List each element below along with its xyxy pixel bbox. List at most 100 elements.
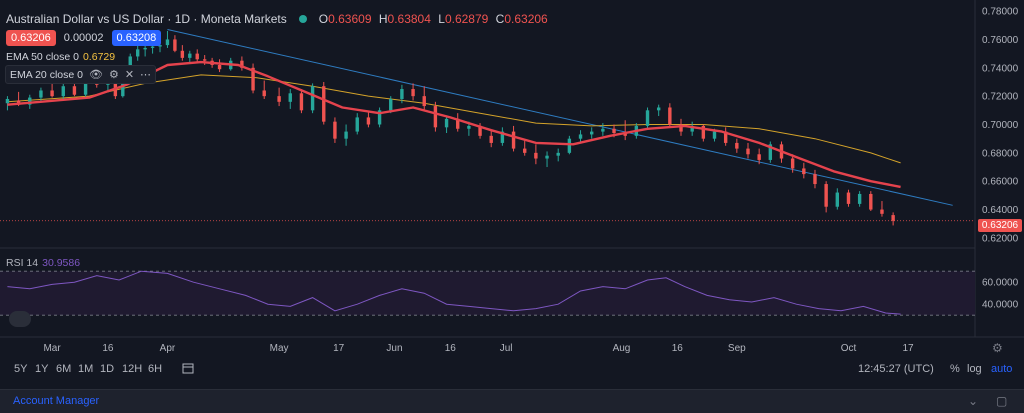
price-tick-label: 0.74000 [982, 63, 1019, 74]
candle-body [523, 148, 527, 153]
candle-body [701, 125, 706, 139]
open-value: 0.63609 [328, 12, 372, 26]
time-tick-label: Apr [160, 343, 176, 354]
ohlc-readout: O0.63609 H0.63804 L0.62879 C0.63206 [319, 12, 552, 26]
spread-value: 0.00002 [63, 32, 104, 44]
candle-body [578, 134, 583, 139]
candle-up [61, 83, 65, 99]
candle-down [489, 130, 493, 148]
chart-settings-icon[interactable]: ⚙ [992, 341, 1003, 355]
timeframe-1m[interactable]: 1M [78, 363, 94, 375]
timeframe-12h[interactable]: 12H [122, 363, 143, 375]
candle-body [567, 138, 572, 153]
symbol-title[interactable]: Australian Dollar vs US Dollar · 1D · Mo… [6, 12, 287, 26]
time-tick-label: 16 [672, 343, 684, 354]
candle-body [723, 131, 728, 143]
current-price-label: 0.63206 [978, 219, 1022, 232]
percent-toggle[interactable]: % [950, 363, 960, 375]
ema50-line [7, 74, 901, 164]
buy-button[interactable]: 0.63208 [111, 30, 162, 46]
dropdown-icon[interactable]: ⌄ [968, 394, 979, 408]
candle-body [467, 125, 471, 129]
candle-body [180, 50, 185, 58]
candle-down [277, 87, 281, 107]
timeframe-1d[interactable]: 1D [100, 363, 115, 375]
rsi-value: 30.9586 [42, 257, 81, 269]
candle-down [262, 80, 266, 99]
candle-body [128, 56, 132, 71]
candle-up [656, 104, 661, 116]
candle-body [150, 46, 155, 48]
price-tick-label: 0.64000 [982, 205, 1019, 216]
close-key: C [495, 12, 505, 26]
candle-body [790, 158, 795, 169]
candle-down [790, 154, 795, 173]
candle-body [589, 131, 594, 135]
candle-down [757, 148, 761, 165]
candle-up [135, 45, 140, 61]
candle-down [523, 140, 527, 156]
settings-icon[interactable]: ⚙ [108, 69, 119, 81]
time-tick-label: Mar [43, 343, 61, 354]
rsi-tick-label: 40.0000 [982, 300, 1019, 311]
ema50-legend[interactable]: EMA 50 close 0 0.6729 [6, 51, 115, 63]
candle-body [478, 125, 482, 136]
rsi-label: RSI 14 [6, 257, 39, 269]
candle-body [50, 90, 54, 97]
timeframe-1y[interactable]: 1Y [35, 363, 49, 375]
candle-body [735, 142, 739, 149]
candle-up [690, 121, 694, 136]
candle-up [768, 141, 773, 163]
candle-down [366, 111, 371, 128]
candle-body [880, 209, 884, 214]
candle-body [846, 192, 851, 204]
candle-down [880, 201, 884, 217]
timeframe-6h[interactable]: 6H [148, 363, 163, 375]
candle-body [411, 89, 415, 97]
eye-icon[interactable]: 👁 [88, 69, 103, 81]
candle-down [333, 117, 337, 143]
time-tick-label: 16 [445, 343, 457, 354]
candle-down [802, 162, 806, 179]
rsi-legend[interactable]: RSI 14 30.9586 [6, 257, 80, 269]
sell-button[interactable]: 0.63206 [6, 30, 56, 46]
ema50-value: 0.6729 [82, 51, 116, 63]
account-manager-tab[interactable]: Account Manager [13, 395, 100, 407]
candle-up [310, 83, 315, 114]
timeframe-5y[interactable]: 5Y [14, 363, 28, 375]
candle-down [72, 81, 77, 97]
close-icon[interactable]: ✕ [124, 69, 135, 81]
trend-line [167, 29, 953, 206]
candle-down [701, 124, 706, 142]
candle-body [422, 96, 426, 107]
candle-up [545, 151, 549, 168]
log-toggle[interactable]: log [967, 363, 982, 375]
maximize-icon[interactable]: ▢ [996, 394, 1008, 408]
more-icon[interactable]: ⋯ [140, 69, 152, 81]
candle-body [299, 93, 304, 111]
ema20-label: EMA 20 close 0 [10, 68, 83, 81]
clock-display[interactable]: 12:45:27 (UTC) [858, 363, 934, 375]
candle-body [433, 106, 438, 128]
ema20-legend[interactable]: EMA 20 close 0 👁 ⚙ ✕ ⋯ [5, 65, 157, 84]
candle-body [322, 86, 326, 122]
calendar-range-icon[interactable] [182, 362, 194, 374]
candle-down [173, 35, 177, 53]
rsi-line [7, 270, 901, 315]
ema20-line [7, 60, 901, 189]
auto-toggle[interactable]: auto [991, 363, 1013, 375]
candle-down [411, 83, 415, 101]
timeframe-6m[interactable]: 6M [56, 363, 72, 375]
candle-down [735, 138, 739, 153]
candle-up [556, 148, 560, 162]
candle-body [400, 89, 404, 99]
candle-body [668, 107, 672, 125]
candle-up [288, 89, 292, 109]
price-tick-label: 0.72000 [982, 92, 1019, 103]
candle-down [456, 113, 460, 132]
candle-body [813, 174, 817, 185]
high-value: 0.63804 [387, 12, 431, 26]
candle-down [50, 83, 54, 98]
close-value: 0.63206 [504, 12, 548, 26]
